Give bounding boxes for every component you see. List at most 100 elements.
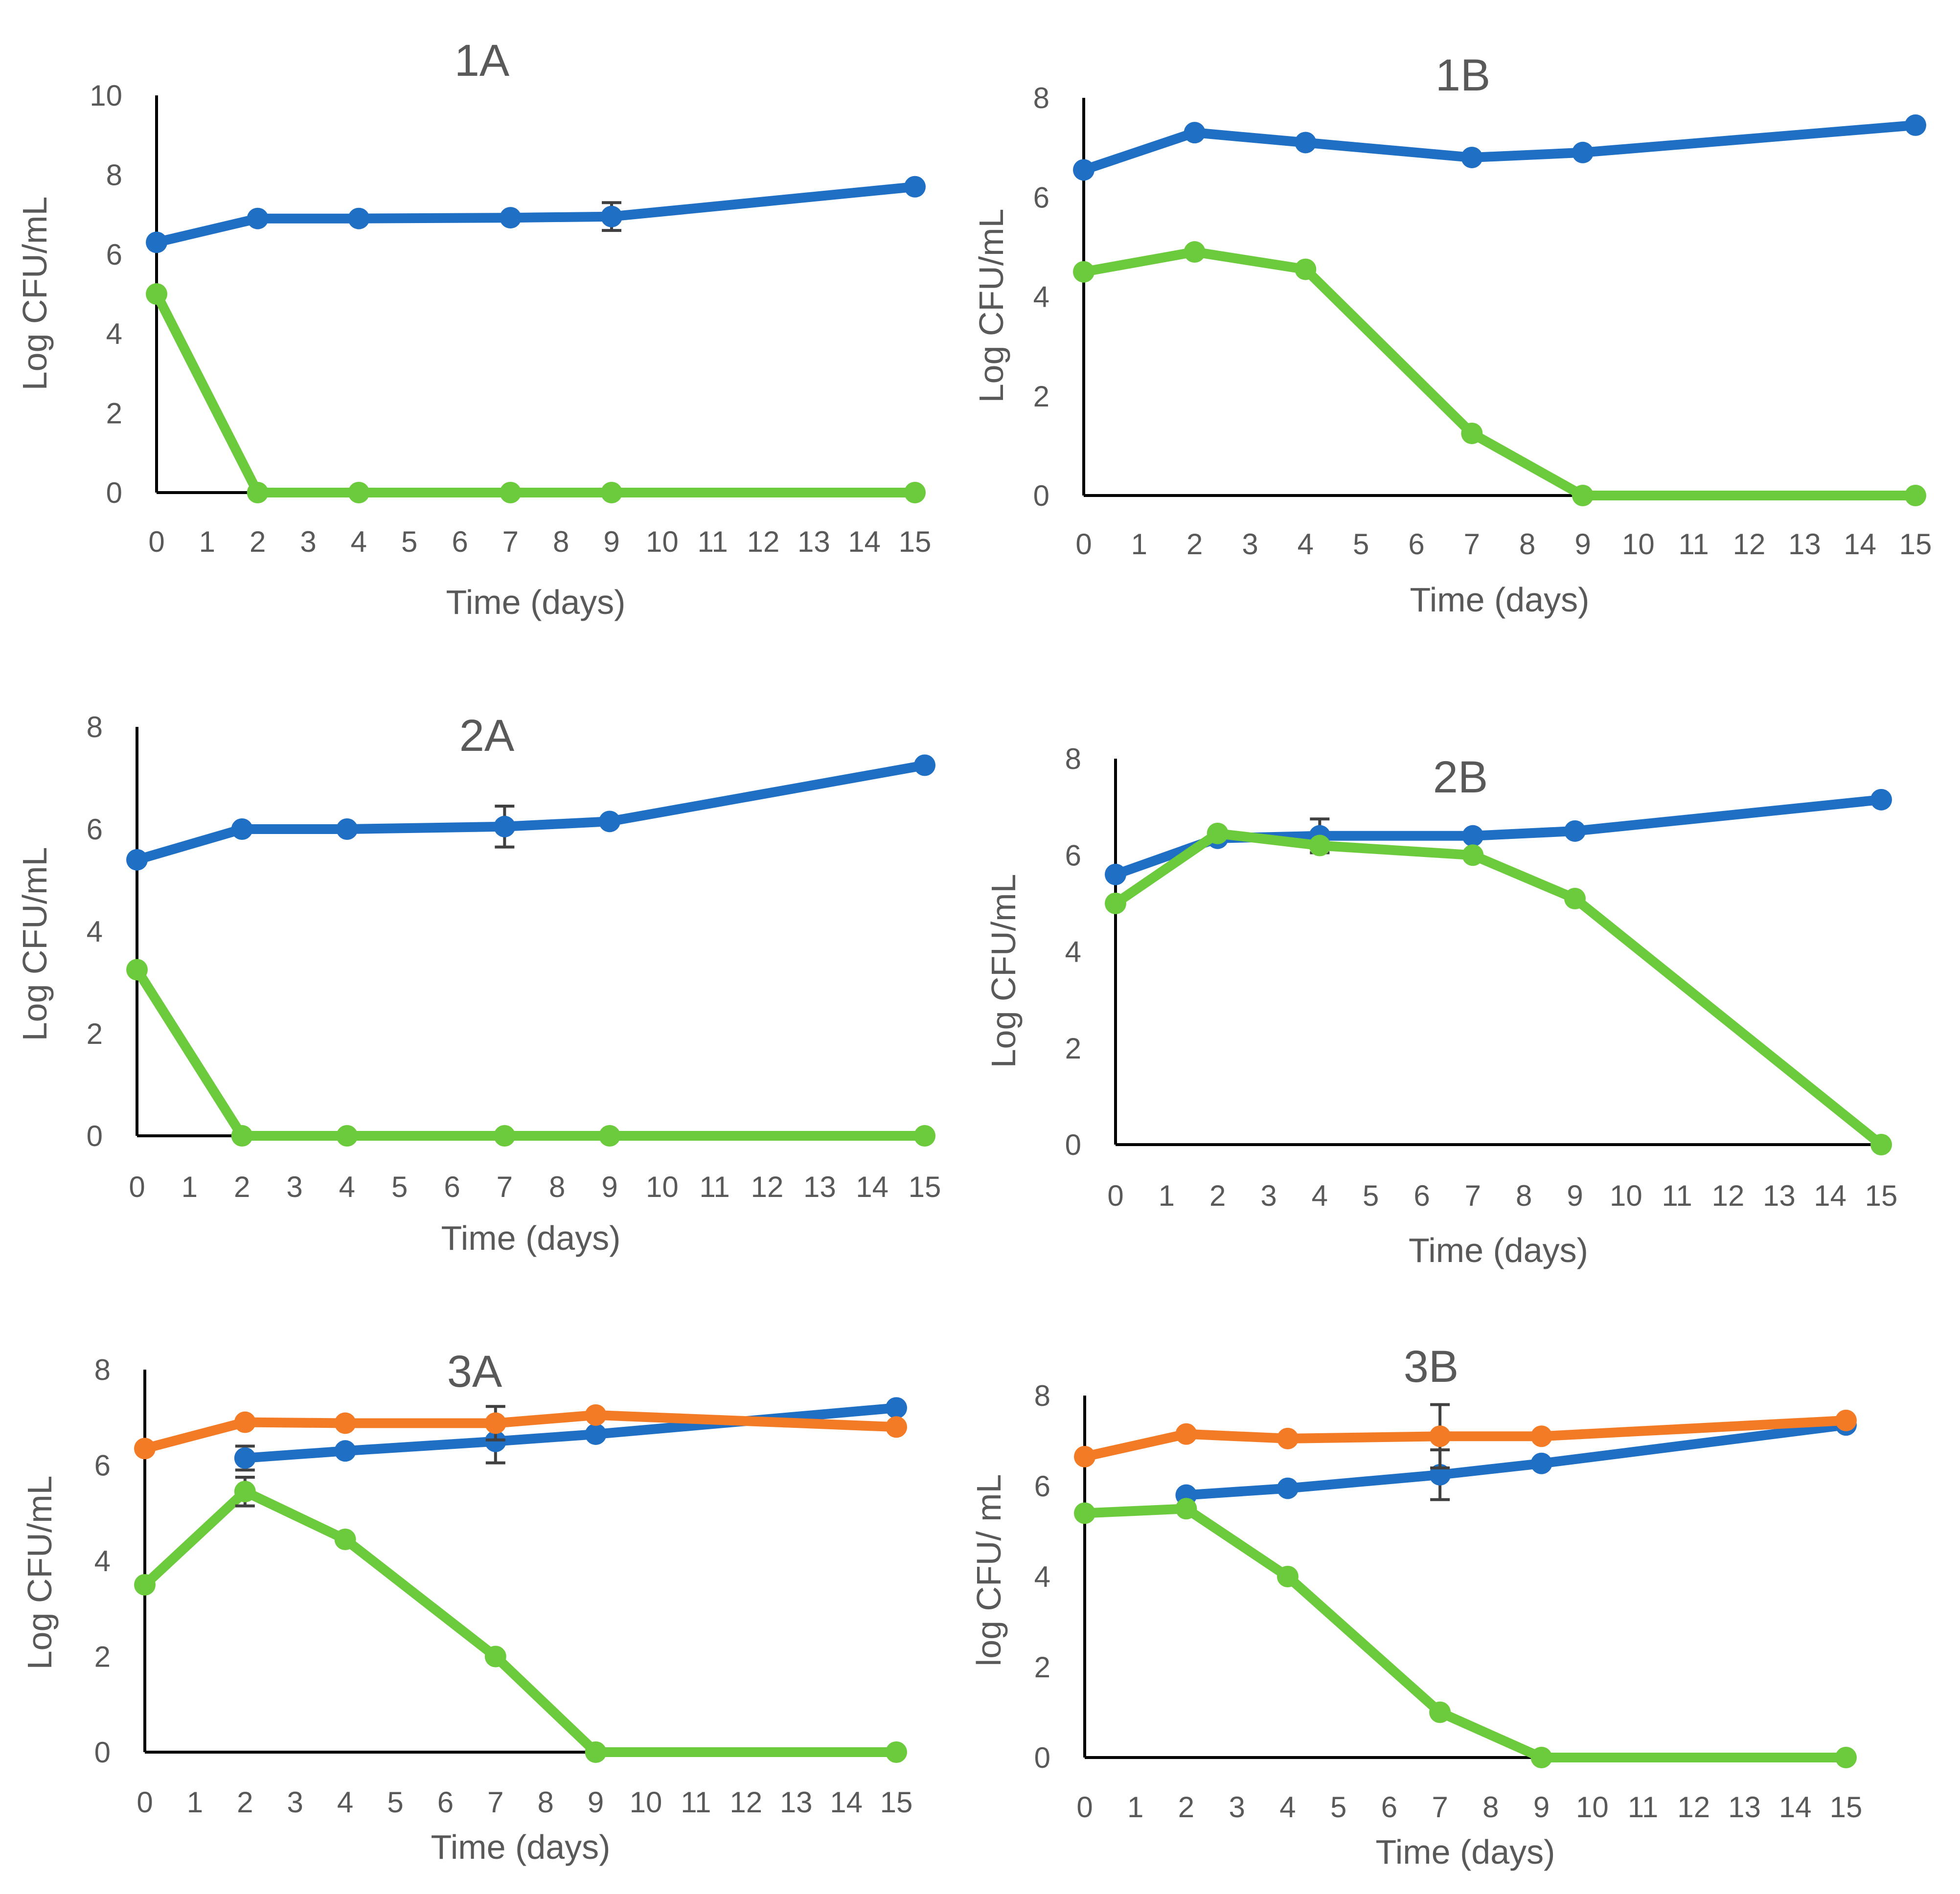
x-tick-label: 11 bbox=[1679, 528, 1709, 561]
data-point bbox=[599, 1125, 620, 1147]
x-tick-label: 8 bbox=[538, 1786, 554, 1819]
data-point bbox=[134, 1574, 156, 1596]
data-point bbox=[134, 1438, 156, 1460]
x-tick-label: 8 bbox=[1482, 1791, 1499, 1824]
x-tick-label: 2 bbox=[237, 1786, 253, 1819]
series-2 bbox=[126, 959, 935, 1147]
x-tick-label: 5 bbox=[391, 1171, 408, 1203]
x-tick-label: 1 bbox=[1127, 1791, 1143, 1824]
x-tick-label: 14 bbox=[1844, 528, 1876, 561]
x-tick-label: 7 bbox=[487, 1786, 503, 1819]
x-tick-label: 7 bbox=[1465, 1179, 1481, 1212]
data-point bbox=[146, 231, 167, 253]
data-point bbox=[494, 1125, 516, 1147]
y-tick-label: 4 bbox=[94, 1545, 111, 1578]
chart-title: 1A bbox=[455, 36, 510, 86]
x-tick-label: 12 bbox=[1733, 528, 1766, 561]
x-tick-label: 6 bbox=[1381, 1791, 1397, 1824]
chart-title: 3B bbox=[1404, 1342, 1459, 1392]
x-tick-label: 10 bbox=[646, 1171, 679, 1203]
x-axis-title: Time (days) bbox=[441, 1219, 621, 1257]
x-tick-label: 5 bbox=[401, 525, 417, 558]
x-tick-label: 13 bbox=[1788, 528, 1821, 561]
series-line bbox=[1079, 120, 1920, 175]
data-point bbox=[146, 283, 167, 305]
data-point bbox=[1295, 132, 1317, 154]
x-tick-label: 0 bbox=[148, 525, 164, 558]
series-line bbox=[140, 1410, 901, 1454]
x-tick-label: 6 bbox=[452, 525, 468, 558]
data-point bbox=[1105, 863, 1126, 885]
x-tick-label: 3 bbox=[287, 1786, 303, 1819]
chart-title: 2A bbox=[459, 711, 515, 761]
data-point bbox=[1184, 122, 1206, 144]
series-line bbox=[1079, 247, 1920, 500]
x-tick-label: 11 bbox=[1662, 1179, 1692, 1212]
data-point bbox=[1105, 892, 1126, 914]
series-line bbox=[132, 760, 930, 865]
x-tick-label: 13 bbox=[798, 525, 830, 558]
data-point bbox=[914, 754, 935, 776]
x-tick-label: 11 bbox=[681, 1786, 711, 1819]
y-tick-label: 8 bbox=[1065, 743, 1081, 775]
y-tick-label: 2 bbox=[1034, 1651, 1050, 1684]
y-tick-label: 10 bbox=[90, 79, 122, 112]
data-point bbox=[1184, 241, 1206, 263]
x-tick-label: 11 bbox=[1628, 1791, 1658, 1824]
data-point bbox=[886, 1741, 907, 1763]
x-tick-label: 5 bbox=[1353, 528, 1369, 561]
x-tick-label: 9 bbox=[601, 1171, 617, 1203]
x-tick-label: 12 bbox=[747, 525, 780, 558]
series-1 bbox=[126, 754, 935, 871]
data-point bbox=[585, 1741, 607, 1763]
data-point bbox=[494, 815, 516, 837]
chart-title: 2B bbox=[1433, 752, 1488, 802]
series-3 bbox=[1074, 1498, 1857, 1768]
x-tick-label: 11 bbox=[698, 525, 728, 558]
data-point bbox=[886, 1416, 907, 1438]
x-tick-label: 10 bbox=[1622, 528, 1655, 561]
y-tick-label: 8 bbox=[87, 711, 103, 744]
data-point bbox=[1530, 1425, 1552, 1447]
data-point bbox=[1073, 159, 1094, 181]
data-point bbox=[484, 1412, 506, 1434]
x-tick-label: 1 bbox=[182, 1171, 198, 1203]
y-tick-label: 2 bbox=[1033, 380, 1049, 413]
x-tick-label: 9 bbox=[603, 525, 619, 558]
series-2 bbox=[1073, 241, 1926, 506]
y-tick-label: 4 bbox=[1033, 281, 1049, 314]
data-point bbox=[1175, 1498, 1197, 1520]
x-tick-label: 4 bbox=[1312, 1179, 1328, 1212]
x-tick-label: 4 bbox=[339, 1171, 355, 1203]
data-point bbox=[234, 1447, 256, 1469]
y-axis-title: Log CFU/mL bbox=[16, 197, 54, 391]
data-point bbox=[500, 482, 522, 503]
x-tick-label: 10 bbox=[1610, 1179, 1642, 1212]
x-tick-label: 0 bbox=[1076, 1791, 1093, 1824]
x-axis-title: Time (days) bbox=[1410, 581, 1590, 619]
y-tick-label: 4 bbox=[1034, 1560, 1050, 1593]
data-point bbox=[585, 1423, 607, 1445]
data-point bbox=[500, 207, 522, 229]
data-point bbox=[336, 1125, 358, 1147]
x-tick-label: 3 bbox=[1229, 1791, 1245, 1824]
series-line bbox=[132, 965, 930, 1141]
x-tick-label: 10 bbox=[1576, 1791, 1609, 1824]
data-point bbox=[336, 818, 358, 840]
y-tick-label: 4 bbox=[1065, 936, 1081, 969]
x-tick-label: 15 bbox=[1865, 1179, 1898, 1212]
x-tick-label: 1 bbox=[199, 525, 215, 558]
y-tick-label: 6 bbox=[1033, 181, 1049, 214]
x-tick-label: 2 bbox=[1186, 528, 1203, 561]
y-tick-label: 0 bbox=[87, 1120, 103, 1152]
x-tick-label: 4 bbox=[351, 525, 367, 558]
y-axis-title: Log CFU/mL bbox=[984, 874, 1023, 1068]
x-tick-label: 0 bbox=[1075, 528, 1092, 561]
x-tick-label: 14 bbox=[1779, 1791, 1812, 1824]
data-point bbox=[1073, 261, 1094, 283]
x-tick-label: 12 bbox=[1712, 1179, 1745, 1212]
x-tick-label: 6 bbox=[1408, 528, 1424, 561]
x-tick-label: 7 bbox=[502, 525, 519, 558]
x-tick-label: 4 bbox=[1279, 1791, 1296, 1824]
